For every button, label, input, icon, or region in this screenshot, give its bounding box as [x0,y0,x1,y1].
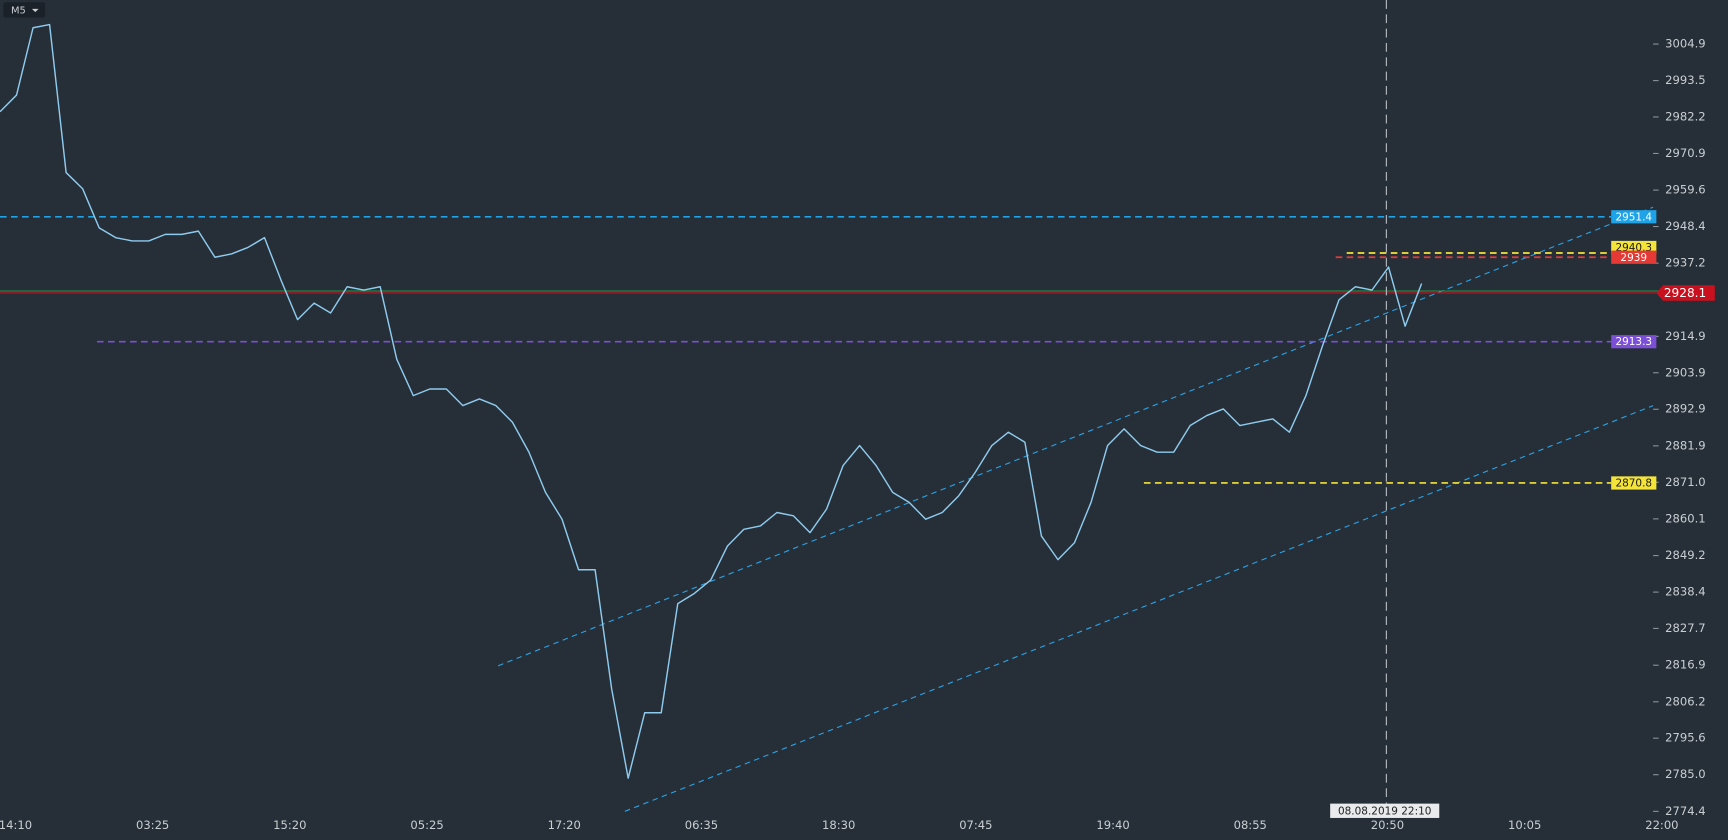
x-tick-label: 05:25 [410,818,443,832]
y-tick-label: 2937.2 [1665,256,1705,270]
trend-line [497,206,1654,667]
y-tick-label: 2806.2 [1665,694,1705,708]
y-tick-label: 2849.2 [1665,548,1705,562]
timeframe-button[interactable]: M5 [3,2,46,18]
x-tick-label: 07:45 [959,818,992,832]
crosshair-label: 08.08.2019 22:10 [1338,805,1431,817]
x-tick-label: 15:20 [273,818,306,832]
y-tick-label: 2948.4 [1665,219,1705,233]
crosshair-label-box [1330,803,1440,818]
x-tick-label: 18:30 [822,818,855,832]
x-tick-label: 14:10 [0,818,32,832]
y-tick-label: 2959.6 [1665,183,1705,197]
dropdown-arrow[interactable] [31,8,39,13]
timeframe-label[interactable]: M5 [11,5,26,16]
y-tick-label: 2871.0 [1665,475,1705,489]
level-label-box [1611,335,1657,349]
last-price-box [1656,285,1715,301]
price-line [0,23,1423,779]
y-tick-label: 2860.1 [1665,511,1705,525]
x-tick-label: 08:55 [1234,818,1267,832]
button-bg[interactable] [3,2,46,18]
y-tick-label: 2982.2 [1665,109,1705,123]
level-label: 2870.8 [1615,478,1652,490]
y-tick-label: 2903.9 [1665,365,1705,379]
y-tick-label: 2892.9 [1665,402,1705,416]
x-tick-label: 10:05 [1508,818,1541,832]
level-label-box [1611,210,1657,224]
y-tick-label: 2970.9 [1665,146,1705,160]
level-label: 2951.4 [1615,211,1652,223]
y-tick-label: 2881.9 [1665,438,1705,452]
x-tick-label: 19:40 [1096,818,1129,832]
x-tick-label: 22:00 [1645,818,1678,832]
y-tick-label: 2993.5 [1665,73,1705,87]
y-tick-label: 2816.9 [1665,658,1705,672]
x-tick-label: 03:25 [136,818,169,832]
y-tick-label: 2785.0 [1665,767,1705,781]
y-tick-label: 2914.9 [1665,329,1705,343]
x-tick-label: 06:35 [685,818,718,832]
x-tick-label: 20:50 [1371,818,1404,832]
x-tick-label: 17:20 [548,818,581,832]
y-tick-label: 2795.6 [1665,731,1705,745]
y-tick-label: 2774.4 [1665,804,1705,818]
level-label: 2913.3 [1615,336,1652,348]
level-label-box [1611,476,1657,490]
y-tick-label: 2838.4 [1665,585,1705,599]
y-tick-label: 3004.9 [1665,37,1705,51]
last-price-label: 2928.1 [1664,286,1706,300]
y-tick-label: 2827.7 [1665,621,1705,635]
level-label: 2939 [1620,252,1647,264]
level-label-box [1611,250,1657,264]
